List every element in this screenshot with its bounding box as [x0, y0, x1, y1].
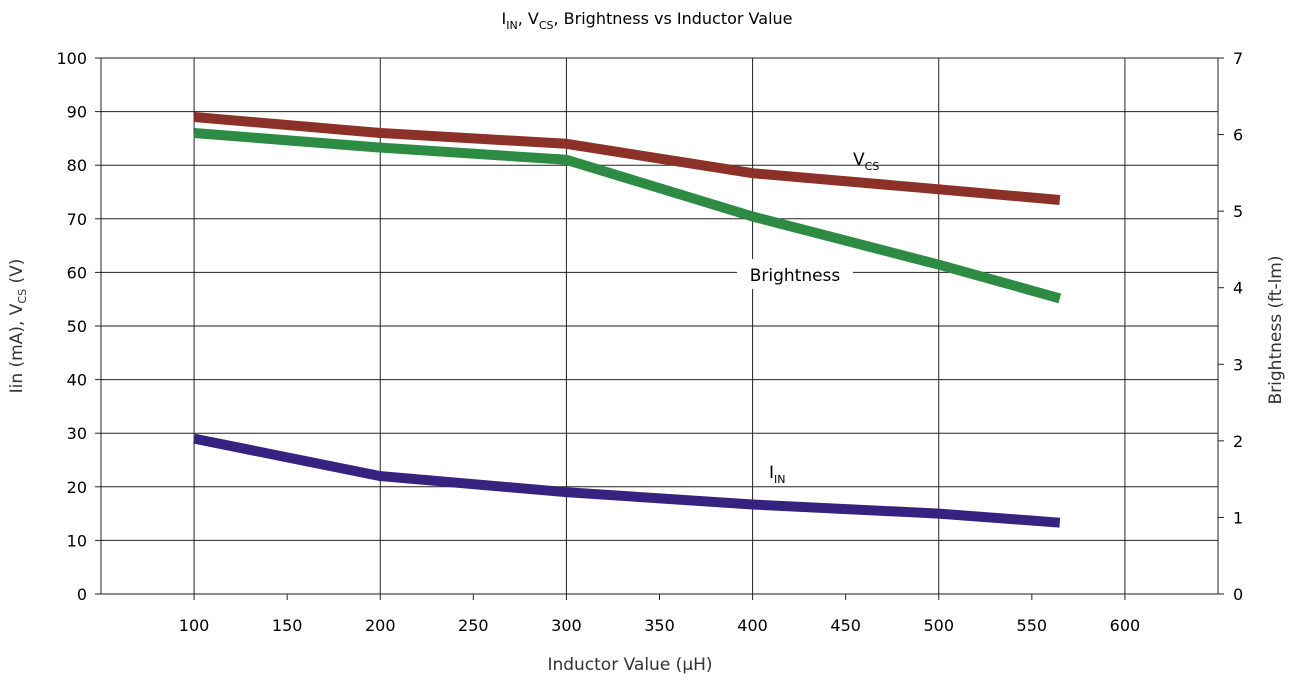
series-line-brightness: [193, 128, 1062, 304]
y-right-tick-label: 0: [1233, 585, 1243, 604]
chart-title: IIN, VCS, Brightness vs Inductor Value: [502, 9, 793, 32]
y-left-tick-label: 90: [67, 103, 87, 122]
y-left-tick-label: 30: [67, 424, 87, 443]
y-right-tick-label: 4: [1233, 279, 1243, 298]
y-right-tick-label: 5: [1233, 202, 1243, 221]
y-left-tick-label: 20: [67, 478, 87, 497]
y-left-tick-label: 0: [77, 585, 87, 604]
y-left-tick-label: 80: [67, 156, 87, 175]
x-tick-label: 600: [1110, 616, 1141, 635]
y-left-axis-title: Iin (mA), VCS (V): [7, 259, 29, 394]
y-left-tick-label: 60: [67, 263, 87, 282]
x-tick-label: 400: [737, 616, 768, 635]
y-left-tick-label: 100: [56, 49, 87, 68]
y-right-axis-title: Brightness (ft-lm): [1266, 256, 1286, 405]
x-tick-label: 300: [551, 616, 582, 635]
y-right-tick-label: 3: [1233, 355, 1243, 374]
x-tick-label: 350: [644, 616, 675, 635]
y-right-tick-label: 6: [1233, 126, 1243, 145]
y-left-tick-label: 10: [67, 531, 87, 550]
y-right-tick-label: 2: [1233, 432, 1243, 451]
axes: [95, 57, 1224, 600]
y-right-tick-label: 1: [1233, 508, 1243, 527]
x-tick-label: 100: [179, 616, 210, 635]
series-label-brightness: Brightness: [750, 266, 841, 286]
y-left-tick-label: 70: [67, 210, 87, 229]
series-line-iin: [193, 433, 1061, 528]
x-axis-title: Inductor Value (μH): [547, 655, 712, 675]
x-tick-label: 550: [1017, 616, 1048, 635]
x-tick-label: 250: [458, 616, 489, 635]
x-tick-label: 150: [272, 616, 303, 635]
series-lines: [193, 112, 1062, 528]
y-right-tick-label: 7: [1233, 49, 1243, 68]
series-line-vcs: [193, 112, 1061, 205]
x-tick-label: 450: [830, 616, 861, 635]
y-left-tick-label: 50: [67, 317, 87, 336]
x-tick-label: 500: [923, 616, 954, 635]
labels: 0 10 20 30 40 50 60 70 80 90 100 0 1 2 3 4 5 6 7 100 150 200 2…: [7, 9, 1286, 675]
series-label-background: [737, 259, 853, 289]
series-label-vcs: VCS: [853, 150, 879, 173]
y-left-tick-label: 40: [67, 371, 87, 390]
x-tick-label: 200: [365, 616, 396, 635]
series-label-iin: IIN: [769, 463, 786, 486]
